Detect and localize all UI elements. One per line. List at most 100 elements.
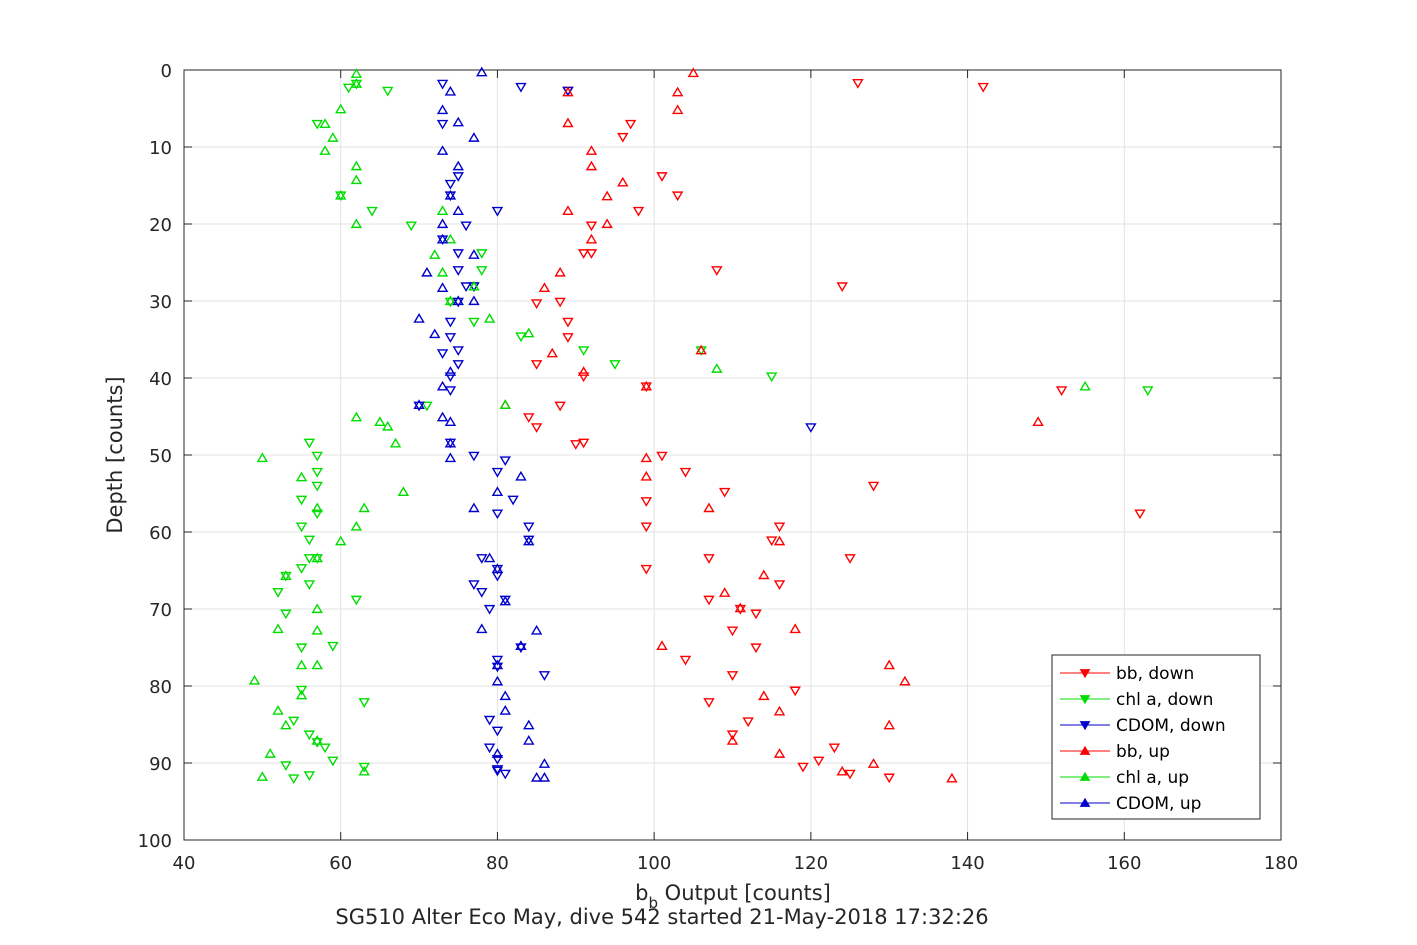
legend-entry: chl a, down (1060, 690, 1213, 710)
data-point (311, 467, 323, 478)
data-point (523, 719, 535, 730)
data-point (836, 282, 848, 293)
data-point (499, 769, 511, 780)
data-point (436, 79, 449, 90)
data-point (468, 295, 480, 306)
data-point (460, 221, 472, 232)
data-point (523, 413, 535, 423)
data-point (656, 451, 668, 462)
data-point (468, 317, 480, 328)
data-point (436, 205, 449, 215)
data-point (444, 297, 457, 308)
data-point (452, 160, 464, 171)
data-point (789, 623, 801, 634)
series-bb-down (523, 79, 1146, 784)
data-point (640, 497, 653, 507)
data-point (295, 689, 308, 700)
data-point (476, 66, 488, 77)
data-point (656, 640, 668, 651)
data-point (397, 486, 410, 497)
legend-label: bb, down (1116, 664, 1194, 684)
data-point (256, 771, 269, 781)
data-point (350, 160, 363, 171)
data-point (444, 372, 457, 383)
data-point (601, 218, 613, 229)
data-point (711, 363, 723, 373)
y-tick-label: 30 (149, 292, 172, 313)
data-point (468, 132, 480, 142)
data-point (452, 172, 464, 182)
data-point (319, 145, 331, 155)
data-point (429, 328, 441, 339)
data-point (303, 535, 316, 546)
data-point (334, 189, 347, 200)
data-point (358, 762, 370, 773)
data-point (703, 698, 715, 708)
data-point (444, 189, 457, 200)
data-point (327, 132, 339, 142)
data-point (554, 401, 566, 412)
data-point (311, 624, 323, 635)
data-point (421, 266, 433, 277)
data-point (585, 221, 598, 232)
data-point (476, 249, 488, 259)
data-point (585, 249, 598, 259)
data-point (436, 218, 449, 229)
data-point (444, 179, 457, 190)
x-axis-label-rest: Output [counts] (658, 881, 831, 905)
data-point (585, 160, 598, 171)
data-point (452, 295, 464, 306)
data-point (491, 486, 504, 497)
data-point (436, 282, 449, 292)
data-point (483, 715, 496, 726)
legend-marker (1079, 745, 1091, 755)
data-point (436, 380, 449, 391)
legend-marker (1079, 721, 1091, 731)
data-point (703, 502, 715, 513)
data-point (773, 705, 786, 716)
data-point (640, 452, 653, 463)
data-point (515, 82, 527, 93)
data-point (1032, 416, 1044, 426)
data-point (515, 470, 527, 481)
data-point (295, 522, 308, 533)
data-point (358, 698, 370, 708)
data-point (327, 641, 339, 652)
data-point (476, 554, 488, 564)
data-point (452, 346, 464, 356)
data-point (515, 643, 527, 654)
data-point (601, 190, 613, 201)
y-tick-label: 100 (138, 831, 172, 852)
data-point (554, 297, 566, 308)
data-point (483, 552, 496, 563)
data-point (468, 249, 480, 259)
data-point (726, 626, 739, 637)
data-point (413, 313, 425, 323)
data-point (272, 704, 284, 715)
data-point (491, 662, 504, 673)
data-point (295, 564, 308, 574)
data-point (812, 756, 825, 767)
data-point (436, 411, 449, 422)
data-point (382, 420, 394, 431)
data-point (844, 554, 856, 564)
data-point (303, 580, 316, 591)
data-point (256, 452, 269, 463)
data-point (444, 366, 457, 376)
data-point (499, 690, 511, 701)
data-point (452, 116, 464, 127)
data-point (883, 719, 895, 730)
data-point (405, 221, 417, 232)
data-point (523, 522, 535, 533)
data-point (679, 655, 692, 666)
legend-entry: CDOM, up (1060, 794, 1201, 814)
data-point (374, 416, 386, 426)
legend-label: chl a, up (1116, 768, 1189, 788)
data-point (389, 437, 402, 448)
data-point (476, 587, 488, 598)
data-point (1055, 386, 1068, 396)
data-point (1079, 380, 1091, 391)
data-point (562, 317, 574, 328)
data-point (773, 580, 786, 591)
data-point (280, 719, 292, 730)
